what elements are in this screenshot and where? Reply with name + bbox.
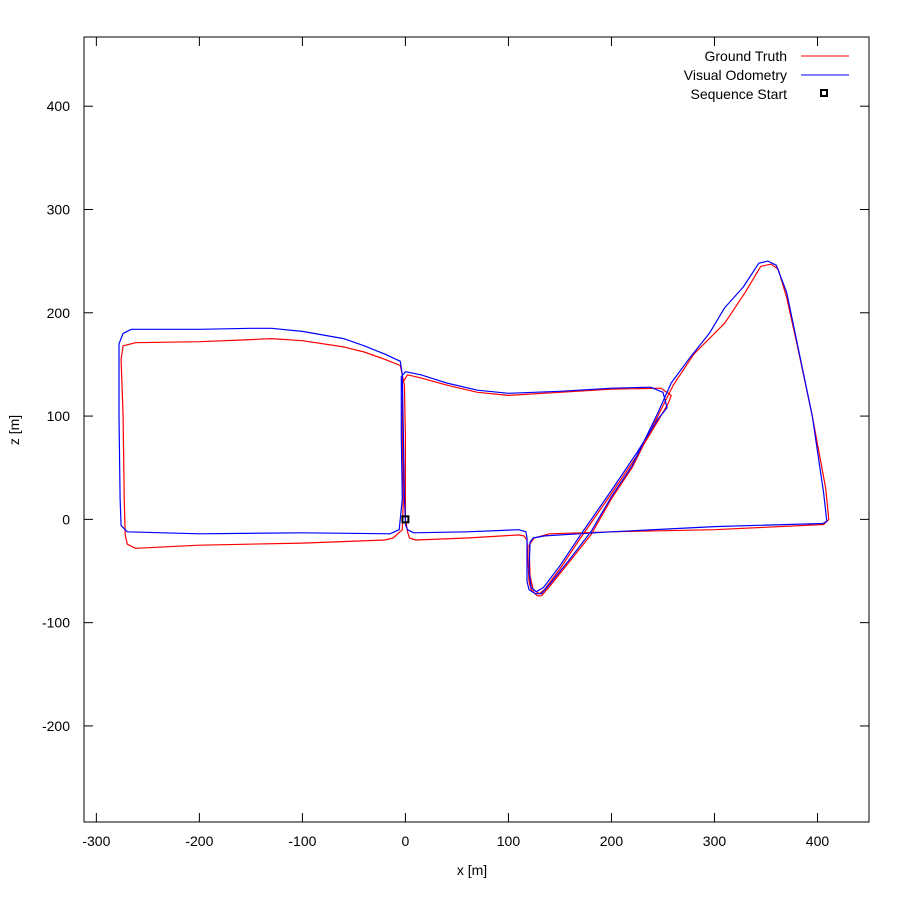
- tick-marks: [84, 37, 869, 822]
- y-tick-label: 300: [47, 201, 71, 217]
- legend-label-visual-odometry: Visual Odometry: [684, 67, 787, 83]
- x-tick-label: -100: [288, 833, 316, 849]
- x-tick-label: 100: [497, 833, 521, 849]
- x-tick-label: 200: [600, 833, 624, 849]
- marker-layer: [401, 515, 410, 524]
- x-tick-label: 0: [402, 833, 410, 849]
- y-tick-labels: -200 -100 0 100 200 300 400: [42, 98, 70, 734]
- legend: Ground Truth Visual Odometry Sequence St…: [684, 48, 849, 102]
- x-axis-title: x [m]: [457, 862, 487, 878]
- series-layer: [118, 260, 830, 597]
- y-axis-title: z [m]: [6, 415, 22, 445]
- x-tick-label: 300: [703, 833, 727, 849]
- x-tick-label: 400: [806, 833, 830, 849]
- series-line-ground-truth: [120, 263, 830, 597]
- legend-label-ground-truth: Ground Truth: [705, 48, 788, 64]
- series-line-visual-odometry: [118, 260, 828, 595]
- x-tick-labels: -300 -200 -100 0 100 200 300 400: [82, 833, 829, 849]
- y-tick-label: 100: [47, 408, 71, 424]
- y-tick-label: -100: [42, 615, 70, 631]
- legend-label-sequence-start: Sequence Start: [690, 86, 787, 102]
- y-tick-label: -200: [42, 718, 70, 734]
- y-tick-label: 0: [62, 511, 70, 527]
- legend-marker-sequence-start: [820, 89, 828, 97]
- y-tick-label: 400: [47, 98, 71, 114]
- y-tick-label: 200: [47, 305, 71, 321]
- plot-frame: [83, 36, 870, 823]
- x-tick-label: -200: [185, 833, 213, 849]
- sequence-start-marker: [401, 515, 410, 524]
- x-tick-label: -300: [82, 833, 110, 849]
